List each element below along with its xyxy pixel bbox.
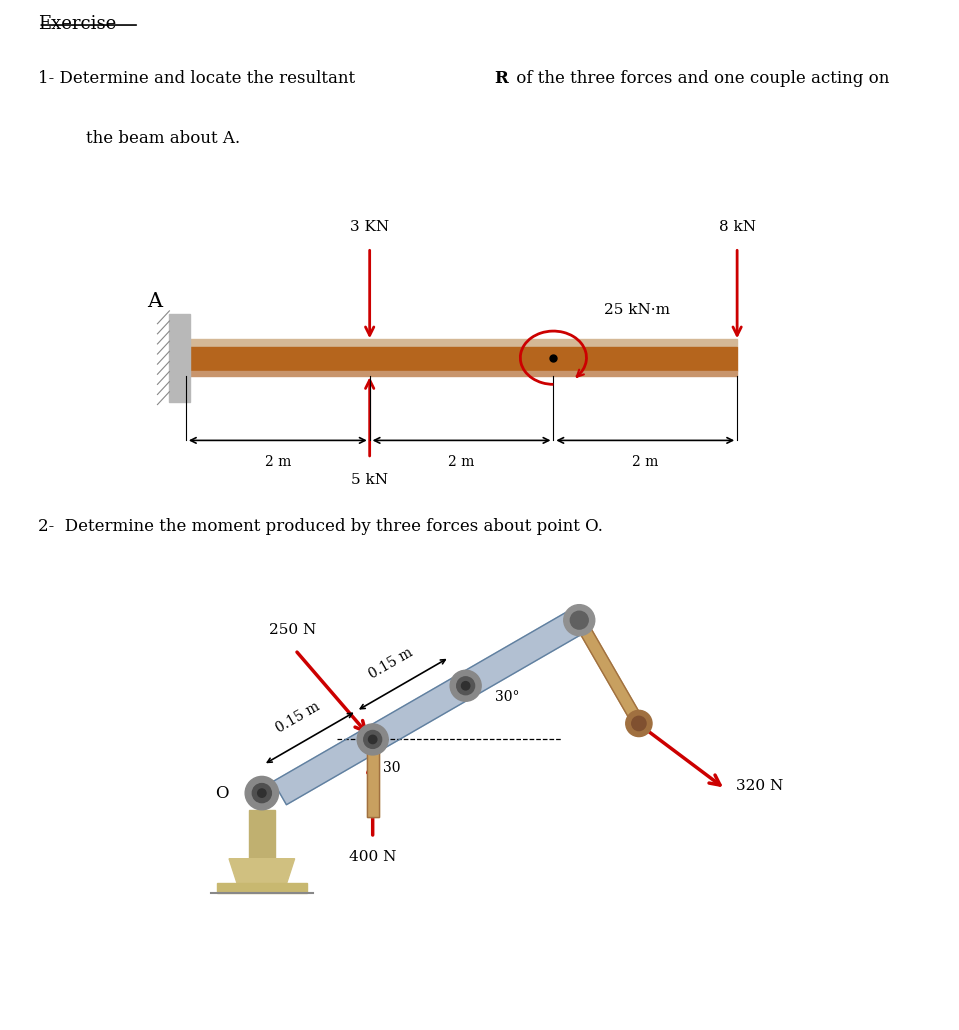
Polygon shape [248, 810, 275, 859]
Text: 2-  Determine the moment produced by three forces about point O.: 2- Determine the moment produced by thre… [38, 517, 603, 535]
Polygon shape [574, 617, 644, 726]
Text: Exercise: Exercise [38, 14, 117, 33]
Polygon shape [217, 883, 307, 893]
Text: 2 m: 2 m [265, 455, 291, 469]
Bar [186, 347, 737, 371]
Text: 400 N: 400 N [349, 850, 396, 864]
Text: of the three forces and one couple acting on: of the three forces and one couple actin… [511, 70, 890, 88]
Text: A: A [148, 293, 162, 311]
Circle shape [363, 730, 382, 749]
Text: 30: 30 [384, 761, 401, 776]
Text: 250 N: 250 N [269, 623, 316, 637]
Circle shape [571, 611, 588, 629]
Circle shape [456, 677, 475, 694]
Bar [170, 313, 190, 402]
Text: R: R [494, 70, 507, 88]
Circle shape [450, 671, 481, 701]
Text: 30°: 30° [496, 690, 520, 703]
Circle shape [632, 716, 646, 730]
Text: 5 kN: 5 kN [351, 473, 388, 486]
Bar [186, 339, 737, 347]
Circle shape [357, 724, 388, 755]
Polygon shape [229, 859, 294, 883]
Bar [186, 371, 737, 376]
Text: O: O [216, 785, 229, 801]
Text: 0.15 m: 0.15 m [366, 646, 415, 682]
Circle shape [461, 682, 470, 690]
Text: 2 m: 2 m [449, 455, 475, 469]
Circle shape [252, 784, 271, 802]
Circle shape [368, 735, 377, 744]
Text: 320 N: 320 N [737, 779, 784, 793]
Text: the beam about A.: the beam about A. [86, 130, 241, 147]
Text: 3 KN: 3 KN [350, 219, 389, 234]
Text: 1- Determine and locate the resultant: 1- Determine and locate the resultant [38, 70, 361, 88]
Circle shape [564, 605, 595, 636]
Polygon shape [366, 740, 379, 817]
Text: 2 m: 2 m [632, 455, 659, 469]
Circle shape [246, 777, 278, 810]
Circle shape [626, 711, 652, 736]
Circle shape [258, 789, 266, 797]
Polygon shape [273, 609, 586, 804]
Text: 0.15 m: 0.15 m [273, 699, 322, 735]
Text: 8 kN: 8 kN [718, 219, 756, 234]
Text: 25 kN·m: 25 kN·m [604, 303, 670, 317]
